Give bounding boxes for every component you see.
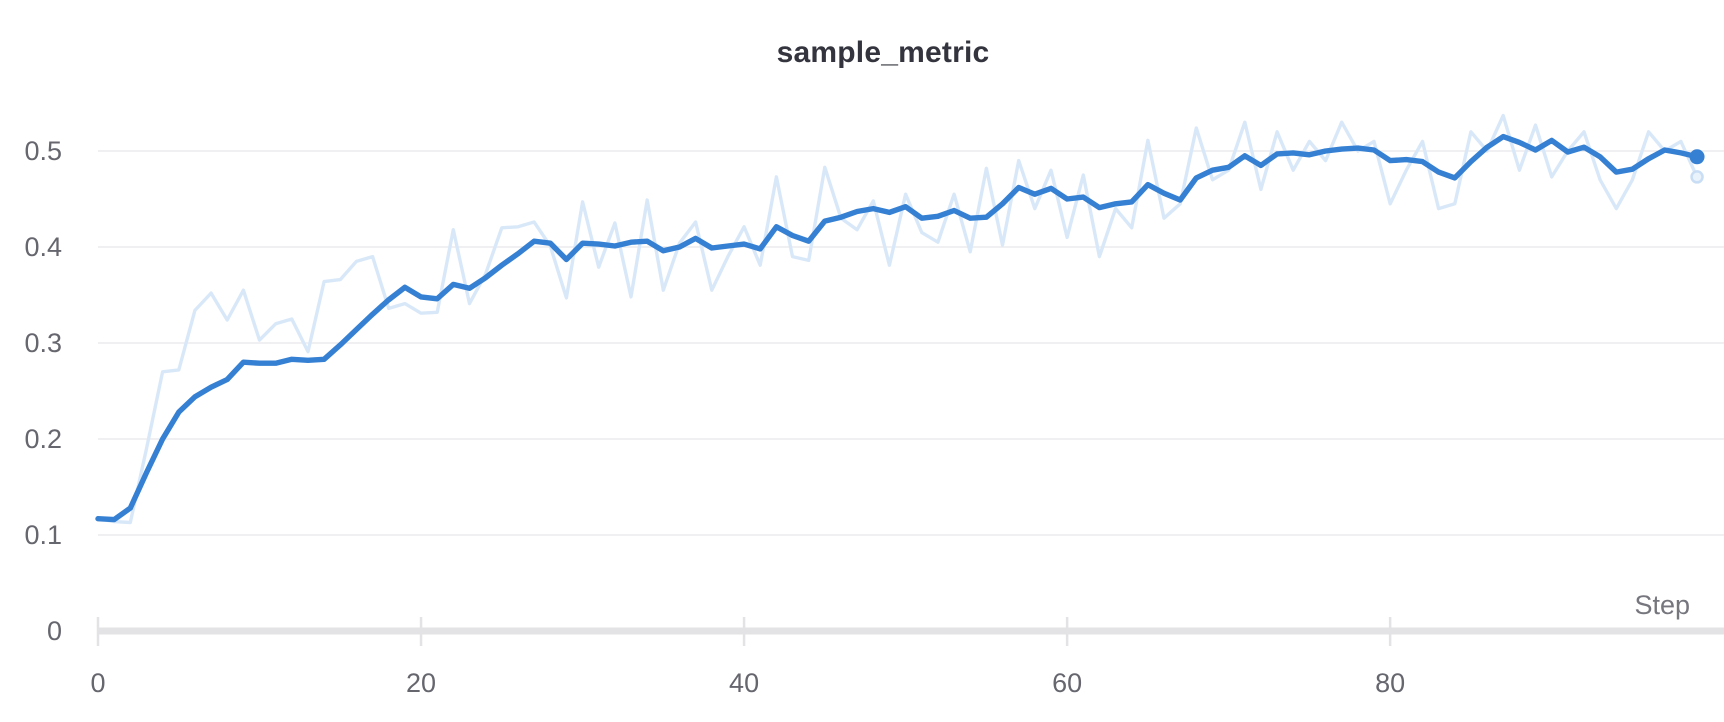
x-tick-label: 20 (406, 668, 436, 698)
x-tick-label: 40 (729, 668, 759, 698)
y-tick-label: 0.3 (24, 328, 62, 358)
smoothed-series-line (95, 133, 1700, 523)
x-tick-label: 60 (1052, 668, 1082, 698)
smoothed-endpoint-dot (1689, 149, 1705, 165)
y-tick-label: 0 (47, 616, 62, 646)
raw-endpoint-dot (1690, 170, 1704, 184)
x-tick-label: 0 (90, 668, 105, 698)
raw-series-line (96, 113, 1699, 525)
chart-title: sample_metric (776, 36, 990, 69)
y-tick-label: 0.2 (24, 424, 62, 454)
y-tick-label: 0.1 (24, 520, 62, 550)
x-axis-title: Step (1634, 590, 1690, 620)
x-tick-label: 80 (1375, 668, 1405, 698)
y-tick-label: 0.4 (24, 232, 62, 262)
y-tick-label: 0.5 (24, 136, 62, 166)
